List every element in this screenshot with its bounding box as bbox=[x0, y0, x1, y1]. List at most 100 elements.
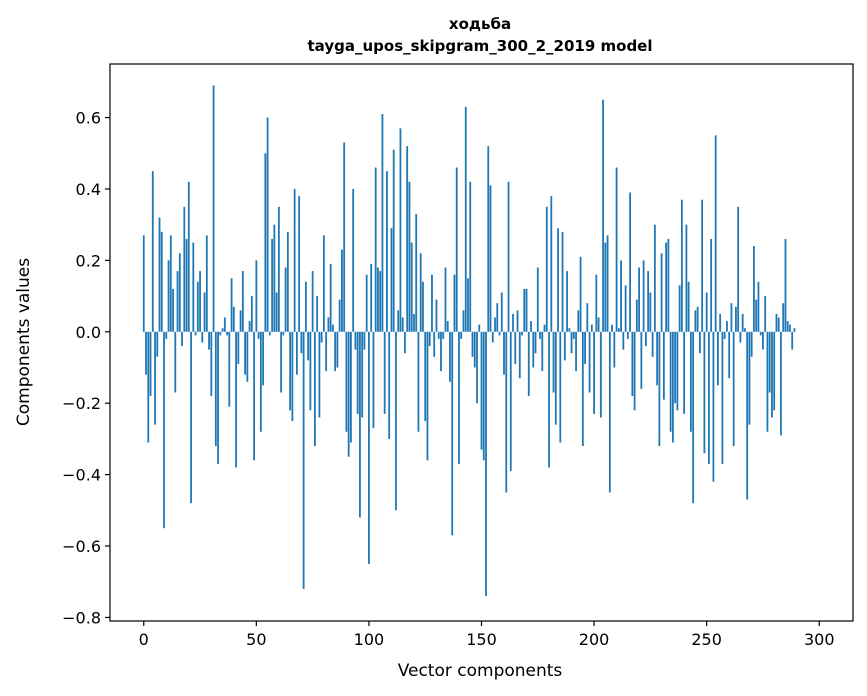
bar-153 bbox=[487, 146, 490, 332]
bar-230 bbox=[660, 253, 663, 332]
bar-264 bbox=[737, 206, 740, 332]
bar-116 bbox=[404, 331, 406, 354]
bar-156 bbox=[494, 317, 496, 332]
bar-138 bbox=[453, 274, 456, 332]
bar-147 bbox=[473, 331, 476, 368]
bar-250 bbox=[705, 292, 708, 332]
bar-186 bbox=[561, 231, 564, 332]
bar-123 bbox=[419, 253, 422, 332]
bar-140 bbox=[458, 331, 460, 464]
x-axis-ticks: 0 50 100 150 200 250 300 bbox=[139, 621, 835, 649]
x-tick-label: 50 bbox=[246, 630, 266, 649]
bar-14 bbox=[174, 331, 177, 393]
bar-131 bbox=[437, 331, 440, 339]
bar-79 bbox=[320, 331, 323, 343]
bar-277 bbox=[766, 331, 769, 432]
bar-222 bbox=[642, 260, 645, 332]
bar-23 bbox=[194, 331, 197, 336]
bar-266 bbox=[741, 313, 744, 332]
x-tick-label: 300 bbox=[804, 630, 835, 649]
bar-2 bbox=[147, 331, 150, 443]
bar-75 bbox=[311, 271, 314, 332]
bar-128 bbox=[431, 274, 433, 332]
bar-289 bbox=[793, 328, 796, 332]
bar-178 bbox=[543, 324, 546, 332]
x-tick-label: 250 bbox=[691, 630, 722, 649]
bar-187 bbox=[563, 331, 566, 361]
bar-58 bbox=[273, 224, 276, 332]
bar-38 bbox=[228, 331, 231, 407]
bar-216 bbox=[629, 192, 631, 332]
bar-279 bbox=[771, 331, 773, 418]
bar-34 bbox=[219, 331, 222, 336]
bar-272 bbox=[755, 299, 758, 332]
bar-227 bbox=[653, 224, 656, 332]
bar-190 bbox=[570, 331, 573, 354]
bar-175 bbox=[536, 267, 539, 332]
bar-285 bbox=[784, 238, 787, 332]
bar-282 bbox=[777, 317, 780, 332]
bar-213 bbox=[622, 331, 625, 350]
bar-174 bbox=[534, 331, 537, 354]
bar-81 bbox=[325, 331, 328, 372]
bar-263 bbox=[735, 306, 737, 332]
bar-203 bbox=[599, 331, 602, 418]
bar-99 bbox=[365, 274, 368, 332]
bar-287 bbox=[789, 324, 791, 332]
bar-25 bbox=[199, 271, 201, 332]
bar-179 bbox=[545, 206, 548, 332]
bar-231 bbox=[662, 331, 665, 400]
bar-73 bbox=[307, 331, 310, 361]
bar-70 bbox=[300, 331, 303, 354]
y-tick-label: 0.0 bbox=[76, 323, 101, 342]
bar-169 bbox=[523, 288, 526, 332]
bar-47 bbox=[248, 321, 251, 332]
bar-59 bbox=[275, 292, 278, 332]
bar-76 bbox=[313, 331, 316, 447]
y-tick-label: −0.6 bbox=[62, 537, 101, 556]
bar-195 bbox=[581, 331, 584, 447]
bar-120 bbox=[413, 313, 415, 332]
bar-251 bbox=[708, 331, 710, 464]
bar-257 bbox=[721, 331, 724, 464]
bar-198 bbox=[588, 331, 591, 393]
bar-232 bbox=[665, 242, 668, 332]
bar-96 bbox=[359, 331, 361, 518]
bar-15 bbox=[176, 271, 179, 332]
bar-78 bbox=[318, 331, 321, 418]
bar-267 bbox=[744, 328, 746, 332]
bar-129 bbox=[433, 331, 436, 357]
bar-117 bbox=[406, 146, 409, 332]
bar-48 bbox=[250, 296, 253, 332]
bar-241 bbox=[685, 224, 688, 332]
bar-281 bbox=[775, 313, 778, 332]
bar-121 bbox=[415, 213, 418, 332]
chart-subtitle: tayga_upos_skipgram_300_2_2019 model bbox=[308, 37, 653, 55]
y-tick-label: −0.4 bbox=[62, 466, 101, 485]
bar-19 bbox=[185, 238, 188, 332]
bar-152 bbox=[485, 331, 487, 597]
bar-196 bbox=[584, 331, 586, 364]
bar-243 bbox=[689, 331, 692, 432]
bar-101 bbox=[370, 263, 373, 332]
x-tick-label: 200 bbox=[579, 630, 610, 649]
x-tick-label: 150 bbox=[466, 630, 497, 649]
bar-94 bbox=[354, 331, 357, 350]
bar-44 bbox=[241, 271, 244, 332]
y-axis-label: Components values bbox=[14, 258, 34, 426]
bar-260 bbox=[728, 331, 731, 379]
bar-7 bbox=[158, 217, 161, 332]
bar-278 bbox=[768, 331, 771, 393]
bar-133 bbox=[442, 331, 445, 339]
bar-161 bbox=[505, 331, 508, 493]
bar-119 bbox=[410, 242, 413, 332]
bar-13 bbox=[172, 288, 174, 332]
bar-228 bbox=[656, 331, 659, 386]
bar-115 bbox=[401, 317, 404, 332]
bar-271 bbox=[753, 246, 755, 332]
bar-284 bbox=[782, 303, 785, 332]
bar-0 bbox=[142, 235, 145, 332]
bar-145 bbox=[469, 181, 472, 332]
bar-89 bbox=[343, 142, 346, 332]
bar-240 bbox=[683, 331, 686, 414]
